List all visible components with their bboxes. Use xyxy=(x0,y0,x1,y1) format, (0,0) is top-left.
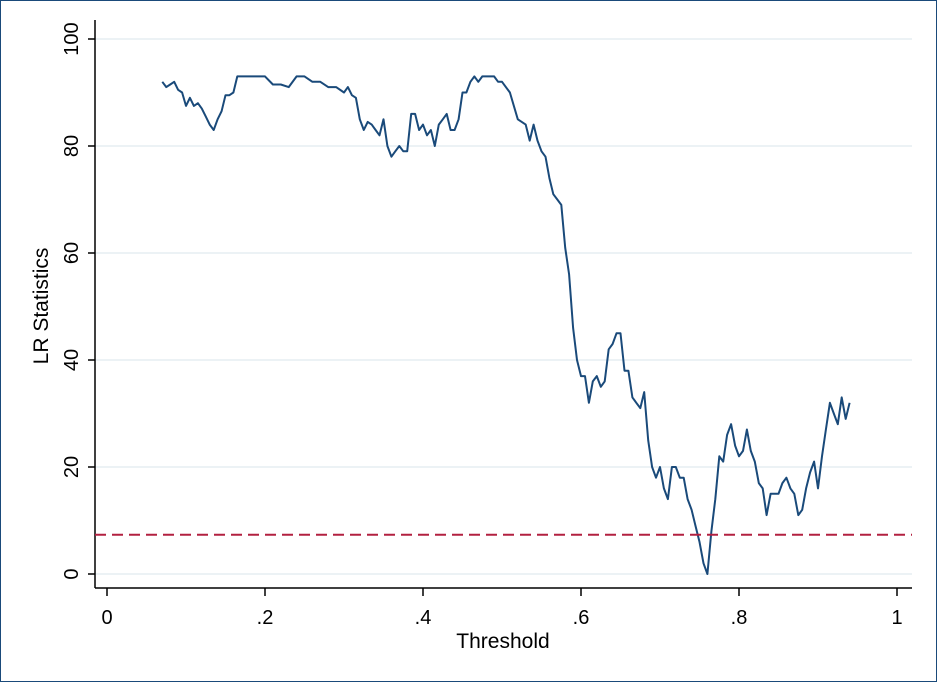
y-tick-label-2: 40 xyxy=(61,349,83,371)
y-tick-label-1: 20 xyxy=(61,456,83,478)
y-tick-label-0: 0 xyxy=(61,568,83,579)
plot-area xyxy=(95,20,912,588)
x-axis-title: Threshold xyxy=(456,630,549,653)
y-tick-label-4: 80 xyxy=(61,135,83,157)
ticks: 0 20 40 60 80 100 0 .2 .4 .6 .8 1 xyxy=(61,22,903,629)
y-tick-label-3: 60 xyxy=(61,242,83,264)
y-axis-title: LR Statistics xyxy=(30,248,53,365)
x-tick-label-0: 0 xyxy=(101,607,112,629)
x-tick-label-5: 1 xyxy=(891,607,902,629)
axes xyxy=(94,20,912,589)
y-tick-label-5: 100 xyxy=(61,22,83,55)
x-tick-label-4: .8 xyxy=(731,607,748,629)
x-tick-label-2: .4 xyxy=(415,607,432,629)
series-layer xyxy=(95,75,912,575)
series-line-0 xyxy=(161,75,851,575)
grid-lines xyxy=(95,38,912,575)
x-tick-label-1: .2 xyxy=(257,607,274,629)
x-tick-label-3: .6 xyxy=(573,607,590,629)
